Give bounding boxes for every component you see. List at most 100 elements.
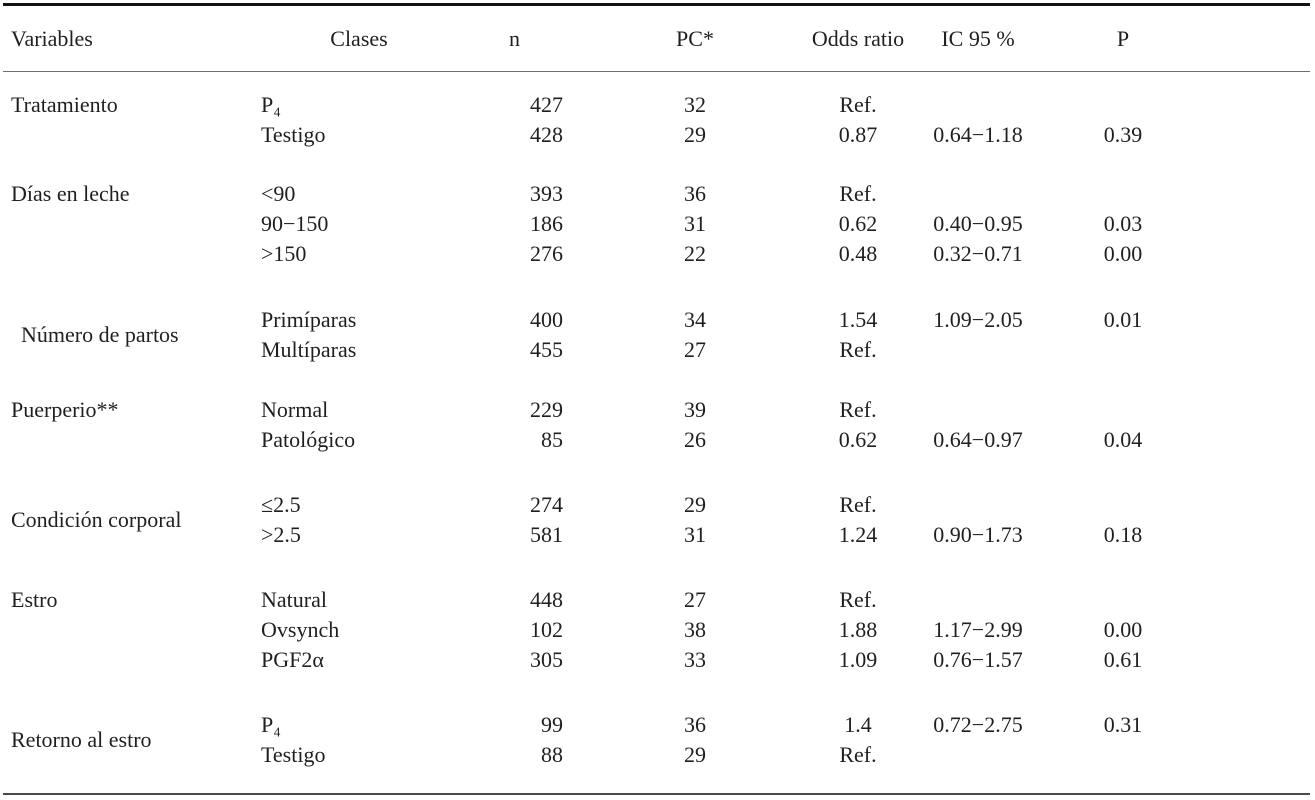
variable-label: Condición corporal: [11, 507, 182, 532]
cell-n: 99: [541, 712, 563, 737]
cell-clase: Natural: [261, 587, 327, 612]
cell-filler: [1223, 615, 1310, 645]
cell-clase: 90−150: [261, 211, 329, 236]
column-header-n: n: [465, 4, 607, 72]
cell-clase: Testigo: [261, 742, 326, 767]
variable-label: Puerperio**: [11, 397, 119, 422]
cell-p: 0.61: [1103, 647, 1143, 672]
cell-p: [1023, 490, 1223, 520]
cell-pc: 29: [684, 122, 706, 147]
cell-p: 0.39: [1103, 122, 1143, 147]
cell-ic95: 0.76−1.57: [933, 647, 1023, 672]
cell-pc: 32: [684, 92, 706, 117]
cell-pc: 22: [684, 241, 706, 266]
group-estro: Estro Natural 448 27 Ref. Ovsynch 102 38…: [3, 550, 1310, 675]
table-row: Tratamiento P₄ 427 32 Ref.: [3, 90, 1310, 120]
cell-clase: Normal: [261, 397, 329, 422]
cell-n: 428: [530, 122, 563, 147]
group-retorno-al-estro: Retorno al estro P₄ 99 36 1.4 0.72−2.75 …: [3, 675, 1310, 794]
group-puerperio: Puerperio** Normal 229 39 Ref. Patológic…: [3, 365, 1310, 455]
cell-odds-ratio: Ref.: [839, 742, 877, 767]
cell-clase: >150: [261, 241, 307, 266]
cell-n: 581: [530, 522, 563, 547]
cell-n: 229: [530, 397, 563, 422]
cell-ic95: [933, 490, 1023, 520]
cell-p: 0.00: [1103, 241, 1143, 266]
variable-label: Número de partos: [21, 322, 179, 347]
cell-ic95: 0.72−2.75: [933, 712, 1023, 737]
cell-odds-ratio: 1.09: [838, 647, 878, 672]
cell-n: 400: [530, 307, 563, 332]
bottom-padding-row: [3, 770, 1310, 794]
cell-pc: 31: [684, 211, 706, 236]
cell-ic95: 0.40−0.95: [933, 211, 1023, 236]
table-row: Testigo 428 29 0.87 0.64−1.18 0.39: [3, 120, 1310, 150]
cell-clase: ≤2.5: [261, 492, 301, 517]
cell-clase: Ovsynch: [261, 617, 340, 642]
variable-label: Retorno al estro: [11, 727, 152, 752]
cell-pc: 29: [684, 742, 706, 767]
column-header-odds-ratio: Odds ratio: [783, 4, 933, 72]
cell-filler: [1223, 520, 1310, 550]
cell-filler: [1223, 179, 1310, 209]
cell-pc: 36: [684, 181, 706, 206]
cell-clase: Primíparas: [261, 307, 357, 332]
table-row: Condición corporal ≤2.5 274 29 Ref.: [3, 490, 1310, 532]
cell-ic95: 0.64−0.97: [933, 427, 1023, 452]
cell-n: 455: [530, 337, 563, 362]
cell-p: 0.03: [1103, 211, 1143, 236]
cell-pc: 29: [684, 492, 706, 517]
cell-n: 88: [541, 742, 563, 767]
cell-filler: [1223, 490, 1310, 520]
cell-filler: [1223, 305, 1310, 335]
cell-p: [1023, 395, 1223, 425]
cell-n: 427: [530, 92, 563, 117]
cell-ic95: [933, 335, 1023, 365]
cell-n: 274: [530, 492, 563, 517]
cell-clase: Testigo: [261, 122, 326, 147]
cell-filler: [1223, 239, 1310, 269]
table-row: PGF2α 305 33 1.09 0.76−1.57 0.61: [3, 645, 1310, 675]
cell-filler: [1223, 645, 1310, 675]
table-row: Puerperio** Normal 229 39 Ref.: [3, 395, 1310, 425]
group-dias-en-leche: Días en leche <90 393 36 Ref. 90−150 186…: [3, 150, 1310, 269]
table-row: >2.5 581 31 1.24 0.90−1.73 0.18: [3, 520, 1310, 550]
cell-clase: PGF2α: [261, 647, 324, 672]
cell-p: [1023, 740, 1223, 770]
cell-odds-ratio: 1.4: [844, 712, 872, 737]
cell-ic95: [933, 740, 1023, 770]
column-header-filler: [1223, 4, 1310, 72]
cell-filler: [1223, 90, 1310, 120]
cell-p: 0.04: [1103, 427, 1143, 452]
cell-p: [1023, 179, 1223, 209]
table-row: Ovsynch 102 38 1.88 1.17−2.99 0.00: [3, 615, 1310, 645]
cell-n: 448: [530, 587, 563, 612]
table-row: >150 276 22 0.48 0.32−0.71 0.00: [3, 239, 1310, 269]
cell-filler: [1223, 740, 1310, 770]
column-header-pc: PC*: [607, 4, 783, 72]
table-row: 90−150 186 31 0.62 0.40−0.95 0.03: [3, 209, 1310, 239]
cell-p: 0.00: [1103, 617, 1143, 642]
cell-ic95: [933, 90, 1023, 120]
cell-odds-ratio: 1.54: [838, 307, 878, 332]
cell-n: 305: [530, 647, 563, 672]
cell-odds-ratio: Ref.: [839, 587, 877, 612]
cell-ic95: 1.17−2.99: [933, 617, 1023, 642]
cell-ic95: 0.90−1.73: [933, 522, 1023, 547]
cell-p: [1023, 585, 1223, 615]
cell-pc: 26: [684, 427, 706, 452]
cell-ic95: [933, 179, 1023, 209]
cell-pc: 38: [684, 617, 706, 642]
cell-p: [1023, 335, 1223, 365]
table-row: Estro Natural 448 27 Ref.: [3, 585, 1310, 615]
group-spacer: [3, 72, 1310, 91]
column-header-p: P: [1023, 4, 1223, 72]
table-row: Patológico 85 26 0.62 0.64−0.97 0.04: [3, 425, 1310, 455]
variable-label: Tratamiento: [11, 92, 118, 117]
column-header-variables: Variables: [3, 4, 253, 72]
cell-clase: P₄: [261, 92, 281, 117]
group-spacer: [3, 675, 1310, 710]
cell-p: [1023, 90, 1223, 120]
cell-filler: [1223, 710, 1310, 740]
table-row: Retorno al estro P₄ 99 36 1.4 0.72−2.75 …: [3, 710, 1310, 752]
